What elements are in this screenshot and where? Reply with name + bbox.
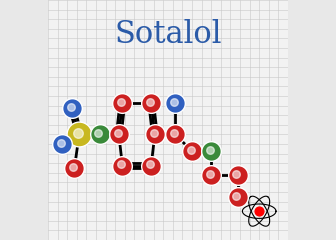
Point: [235, 173, 240, 177]
Point: [171, 100, 177, 104]
Point: [234, 194, 239, 198]
Point: [149, 101, 154, 105]
Point: [151, 131, 156, 135]
Point: [188, 148, 194, 152]
Point: [234, 172, 239, 176]
Point: [207, 172, 213, 176]
Point: [120, 101, 125, 105]
Point: [119, 100, 124, 104]
Point: [235, 195, 240, 199]
Point: [172, 132, 178, 136]
Point: [72, 166, 77, 170]
Point: [256, 209, 262, 213]
Point: [69, 106, 75, 110]
Point: [147, 162, 153, 166]
Point: [68, 105, 74, 109]
Point: [172, 101, 178, 105]
Point: [119, 162, 124, 166]
Point: [209, 173, 214, 177]
Point: [77, 132, 82, 136]
Point: [116, 132, 122, 136]
Point: [97, 132, 102, 136]
Point: [115, 131, 120, 135]
Point: [171, 131, 177, 135]
Point: [207, 148, 213, 152]
Point: [149, 164, 154, 168]
Point: [75, 131, 81, 135]
Point: [58, 141, 64, 145]
Point: [189, 149, 195, 153]
Point: [120, 164, 125, 168]
Point: [147, 100, 153, 104]
Point: [60, 142, 65, 146]
Point: [152, 132, 158, 136]
Point: [96, 131, 101, 135]
Point: [209, 149, 214, 153]
Text: Sotalol: Sotalol: [114, 19, 222, 50]
Point: [71, 165, 76, 169]
